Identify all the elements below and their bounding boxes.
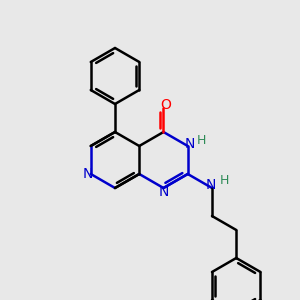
Text: N: N	[158, 185, 169, 199]
Text: N: N	[82, 167, 93, 181]
Text: H: H	[219, 173, 229, 187]
Text: H: H	[197, 134, 206, 148]
Text: N: N	[184, 137, 195, 151]
Text: N: N	[206, 178, 216, 192]
Text: O: O	[160, 98, 171, 112]
